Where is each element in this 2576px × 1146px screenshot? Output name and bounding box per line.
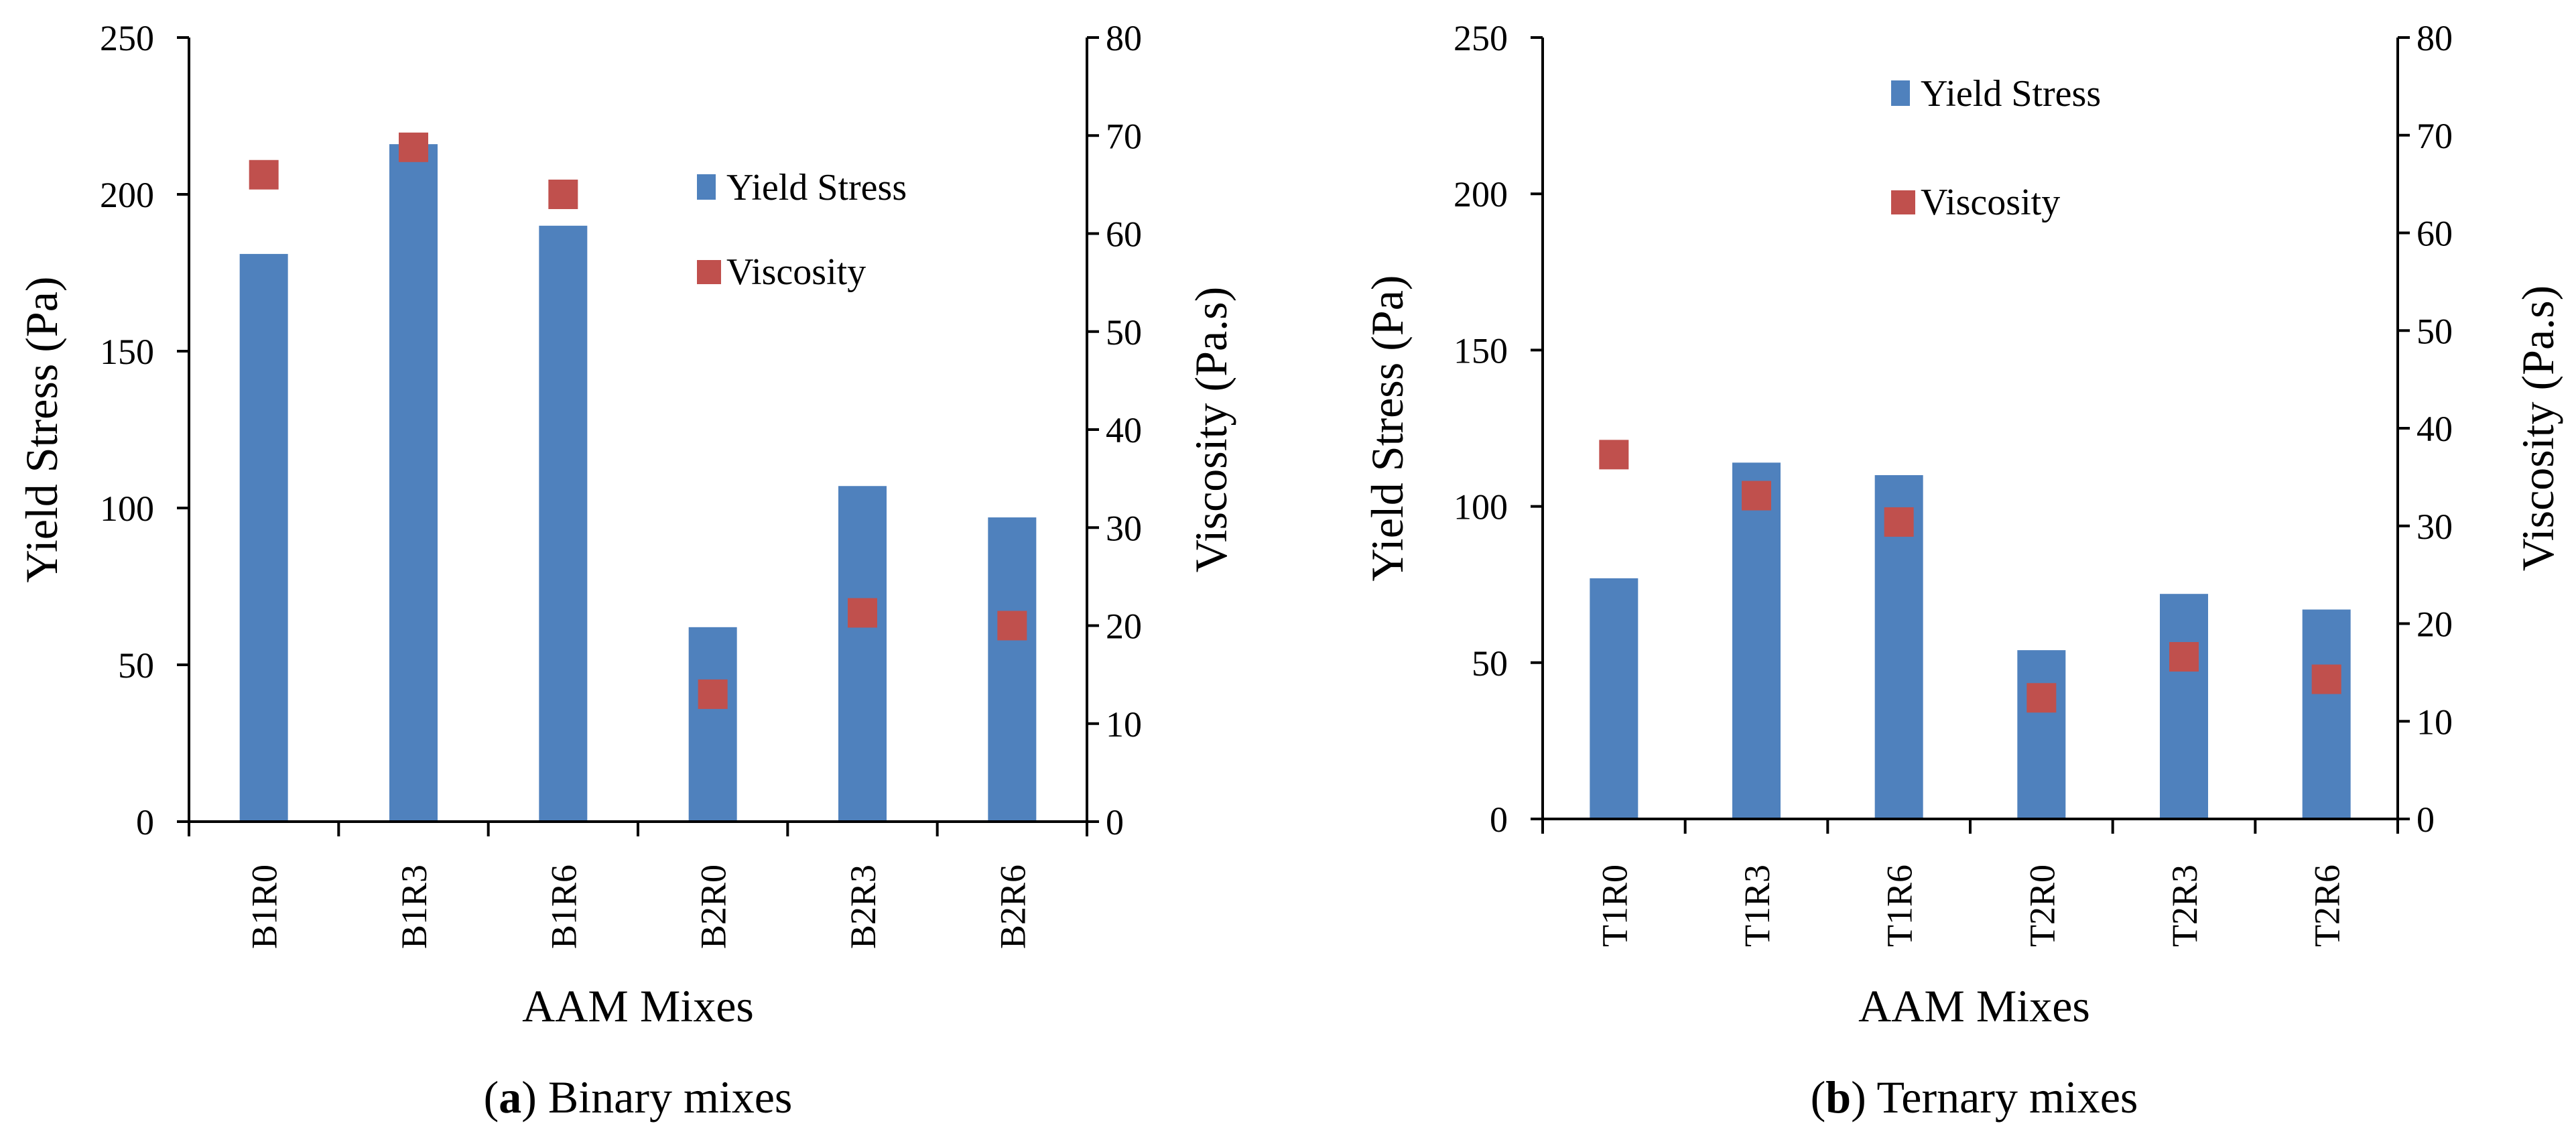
marker-b2r3 bbox=[848, 598, 877, 628]
y2-tick-label: 0 bbox=[2417, 800, 2435, 840]
marker-t2r3 bbox=[2169, 642, 2199, 672]
legend-label-viscosity: Viscosity bbox=[1921, 182, 2060, 223]
category-label-t2r6: T2R6 bbox=[2307, 865, 2347, 947]
y2-tick-label: 10 bbox=[2417, 702, 2453, 742]
legend-label-yield-stress: Yield Stress bbox=[1921, 73, 2101, 115]
bar-b1r3 bbox=[389, 144, 438, 822]
bar-b2r3 bbox=[838, 486, 887, 822]
marker-b2r0 bbox=[698, 679, 728, 709]
marker-t1r0 bbox=[1599, 440, 1629, 470]
y-tick-label: 0 bbox=[136, 802, 154, 842]
y2-tick-label: 0 bbox=[1106, 802, 1124, 842]
y2-tick-label: 20 bbox=[1106, 607, 1142, 647]
y2-tick-label: 70 bbox=[2417, 116, 2453, 156]
category-label-t1r0: T1R0 bbox=[1594, 865, 1634, 947]
category-label-b1r0: B1R0 bbox=[245, 865, 285, 949]
marker-b1r0 bbox=[249, 160, 279, 190]
y-tick-label: 200 bbox=[1454, 174, 1508, 214]
marker-t1r6 bbox=[1884, 507, 1914, 537]
legend: Yield Stress Viscosity bbox=[697, 167, 907, 293]
category-label-b2r3: B2R3 bbox=[843, 865, 883, 949]
y2-tick-label: 20 bbox=[2417, 604, 2453, 645]
legend-swatch-viscosity bbox=[1891, 190, 1915, 214]
legend-swatch-yield-stress bbox=[1891, 80, 1910, 106]
category-label-b1r3: B1R3 bbox=[394, 865, 434, 949]
x-axis-title: AAM Mixes bbox=[1858, 980, 2090, 1031]
marker-b1r3 bbox=[399, 132, 428, 162]
legend-label-yield-stress: Yield Stress bbox=[726, 167, 907, 208]
y2-tick-label: 60 bbox=[1106, 214, 1142, 255]
caption: (a) Binary mixes bbox=[484, 1072, 793, 1123]
category-label-t2r3: T2R3 bbox=[2165, 865, 2205, 947]
caption-paren-open: ( bbox=[1811, 1072, 1826, 1123]
y-tick-label: 150 bbox=[100, 332, 154, 372]
marker-b1r6 bbox=[548, 180, 578, 209]
y2-tick-label: 30 bbox=[1106, 508, 1142, 548]
caption-paren-close: ) bbox=[1851, 1072, 1866, 1123]
marker-b2r6 bbox=[997, 611, 1027, 641]
y-tick-label: 250 bbox=[100, 18, 154, 58]
chart-a: 0 50 100 150 200 250 0 10 20 30 40 50 60 70 80 B1R0 B1R3… bbox=[16, 18, 1236, 1123]
category-label-t1r6: T1R6 bbox=[1880, 865, 1920, 947]
legend-label-viscosity: Viscosity bbox=[726, 251, 866, 293]
caption-paren-open: ( bbox=[484, 1072, 499, 1123]
y2-tick-label: 80 bbox=[2417, 18, 2453, 58]
chart-b: 0 50 100 150 200 250 0 10 20 30 40 50 60 70 80 T1R0 T1R3… bbox=[1362, 18, 2563, 1123]
y-tick-label: 50 bbox=[1472, 643, 1508, 684]
x-axis-title: AAM Mixes bbox=[522, 980, 754, 1031]
category-label-t2r0: T2R0 bbox=[2022, 865, 2062, 947]
bar-t1r3 bbox=[1732, 462, 1781, 819]
bar-t1r0 bbox=[1590, 578, 1638, 819]
bar-b2r6 bbox=[988, 517, 1037, 822]
y-axis-title: Yield Stress (Pa) bbox=[1362, 275, 1413, 581]
caption-text: Ternary mixes bbox=[1866, 1072, 2138, 1123]
legend-swatch-viscosity bbox=[697, 260, 721, 284]
bar-t2r6 bbox=[2302, 609, 2351, 819]
legend-swatch-yield-stress bbox=[697, 174, 716, 200]
y2-tick-label: 70 bbox=[1106, 116, 1142, 156]
y2-tick-label: 80 bbox=[1106, 18, 1142, 58]
y2-tick-label: 50 bbox=[1106, 312, 1142, 353]
marker-t2r0 bbox=[2026, 683, 2057, 713]
y-tick-label: 50 bbox=[118, 645, 154, 686]
y2-tick-label: 50 bbox=[2417, 311, 2453, 351]
y2-tick-label: 40 bbox=[1106, 410, 1142, 450]
caption-label: a bbox=[499, 1072, 521, 1123]
caption: (b) Ternary mixes bbox=[1811, 1072, 2138, 1123]
y2-axis-title: Viscosity (Pa.s) bbox=[2512, 285, 2563, 572]
bar-t2r3 bbox=[2160, 594, 2208, 819]
y2-tick-label: 40 bbox=[2417, 409, 2453, 449]
y2-tick-label: 10 bbox=[1106, 704, 1142, 745]
y2-axis-title: Viscosity (Pa.s) bbox=[1185, 287, 1236, 573]
y-tick-label: 150 bbox=[1454, 330, 1508, 371]
caption-label: b bbox=[1825, 1072, 1851, 1123]
bar-t2r0 bbox=[2017, 650, 2066, 819]
y2-tick-label: 30 bbox=[2417, 507, 2453, 547]
caption-paren-close: ) bbox=[521, 1072, 537, 1123]
bar-b1r0 bbox=[239, 253, 288, 822]
category-label-b1r6: B1R6 bbox=[543, 865, 584, 949]
bar-b2r0 bbox=[688, 627, 737, 822]
y-tick-label: 200 bbox=[100, 175, 154, 215]
bar-b1r6 bbox=[539, 225, 588, 822]
y-tick-label: 100 bbox=[100, 489, 154, 529]
y-tick-label: 0 bbox=[1490, 800, 1508, 840]
caption-text: Binary mixes bbox=[537, 1072, 793, 1123]
y-tick-label: 250 bbox=[1454, 18, 1508, 58]
y-axis-title: Yield Stress (Pa) bbox=[16, 276, 67, 582]
category-label-b2r6: B2R6 bbox=[992, 865, 1033, 949]
legend: Yield Stress Viscosity bbox=[1891, 73, 2101, 223]
y-tick-label: 100 bbox=[1454, 487, 1508, 527]
category-label-b2r0: B2R0 bbox=[694, 865, 734, 949]
marker-t1r3 bbox=[1742, 481, 1771, 511]
category-label-t1r3: T1R3 bbox=[1737, 865, 1777, 947]
y2-tick-label: 60 bbox=[2417, 214, 2453, 254]
marker-t2r6 bbox=[2311, 664, 2341, 694]
